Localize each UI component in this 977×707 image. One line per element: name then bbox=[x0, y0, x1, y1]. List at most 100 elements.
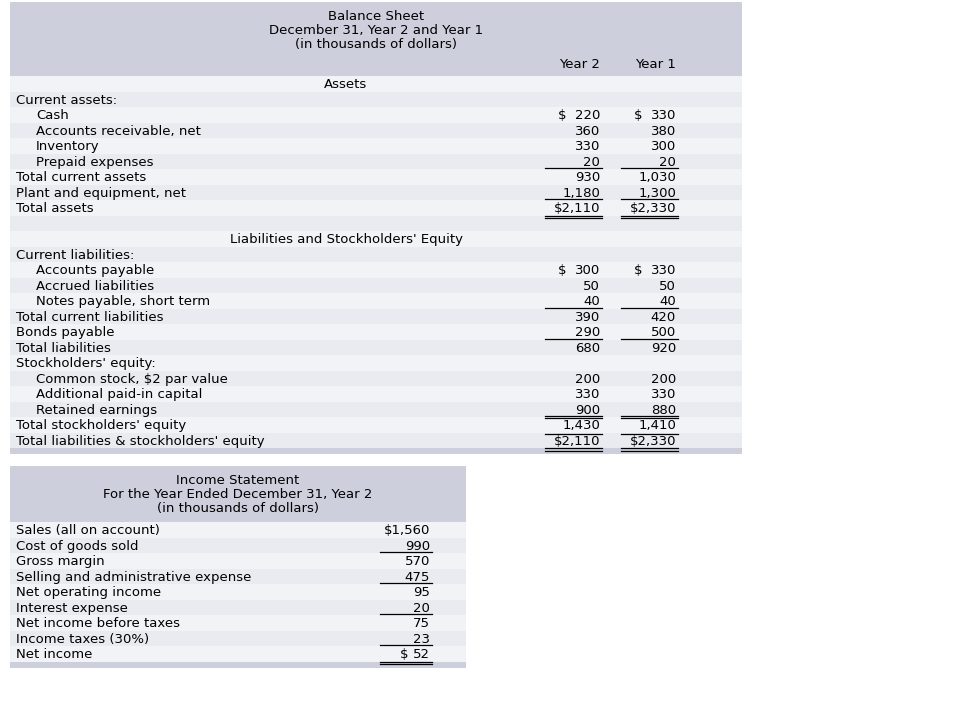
Text: 50: 50 bbox=[582, 280, 599, 293]
Text: Interest expense: Interest expense bbox=[16, 602, 128, 615]
Text: Common stock, $2 par value: Common stock, $2 par value bbox=[36, 373, 228, 386]
Bar bbox=[10, 122, 742, 138]
Bar bbox=[10, 448, 742, 454]
Text: 390: 390 bbox=[574, 311, 599, 324]
Text: 990: 990 bbox=[404, 539, 430, 553]
Text: 40: 40 bbox=[658, 296, 675, 308]
Text: $: $ bbox=[633, 264, 642, 277]
Bar bbox=[10, 107, 742, 122]
Text: $2,330: $2,330 bbox=[629, 202, 675, 215]
Text: $: $ bbox=[633, 110, 642, 122]
Text: Year 2: Year 2 bbox=[559, 58, 599, 71]
Text: 40: 40 bbox=[582, 296, 599, 308]
Text: 330: 330 bbox=[574, 140, 599, 153]
Text: 930: 930 bbox=[574, 171, 599, 185]
Bar bbox=[10, 324, 742, 339]
Text: $2,110: $2,110 bbox=[553, 435, 599, 448]
Text: 75: 75 bbox=[412, 617, 430, 630]
Text: $2,110: $2,110 bbox=[553, 202, 599, 215]
Text: $: $ bbox=[558, 264, 566, 277]
Text: 380: 380 bbox=[650, 124, 675, 138]
Text: Liabilities and Stockholders' Equity: Liabilities and Stockholders' Equity bbox=[230, 233, 462, 246]
Text: 500: 500 bbox=[650, 326, 675, 339]
Text: Cost of goods sold: Cost of goods sold bbox=[16, 539, 139, 553]
Text: 1,410: 1,410 bbox=[637, 419, 675, 432]
Bar bbox=[10, 402, 742, 417]
Text: 300: 300 bbox=[574, 264, 599, 277]
Text: Total liabilities: Total liabilities bbox=[16, 341, 110, 355]
Text: 20: 20 bbox=[658, 156, 675, 169]
Text: (in thousands of dollars): (in thousands of dollars) bbox=[157, 502, 319, 515]
Text: 475: 475 bbox=[404, 571, 430, 584]
Bar bbox=[10, 417, 742, 433]
Bar bbox=[10, 553, 465, 568]
Bar bbox=[10, 584, 465, 600]
Bar bbox=[10, 631, 465, 646]
Text: Total current liabilities: Total current liabilities bbox=[16, 311, 163, 324]
Text: (in thousands of dollars): (in thousands of dollars) bbox=[295, 38, 456, 51]
Bar bbox=[10, 522, 465, 537]
Bar bbox=[10, 466, 465, 522]
Bar bbox=[10, 662, 465, 667]
Text: Net income before taxes: Net income before taxes bbox=[16, 617, 180, 630]
Text: Sales (all on account): Sales (all on account) bbox=[16, 525, 159, 537]
Text: 330: 330 bbox=[650, 110, 675, 122]
Bar bbox=[10, 231, 742, 247]
Text: Total liabilities & stockholders' equity: Total liabilities & stockholders' equity bbox=[16, 435, 265, 448]
Bar bbox=[10, 200, 742, 216]
Text: 52: 52 bbox=[412, 648, 430, 661]
Bar bbox=[10, 308, 742, 324]
Text: 1,180: 1,180 bbox=[562, 187, 599, 200]
Text: 1,430: 1,430 bbox=[562, 419, 599, 432]
Text: 95: 95 bbox=[412, 586, 430, 600]
Text: 680: 680 bbox=[574, 341, 599, 355]
Text: Prepaid expenses: Prepaid expenses bbox=[36, 156, 153, 169]
Text: Total assets: Total assets bbox=[16, 202, 94, 215]
Bar bbox=[10, 169, 742, 185]
Bar bbox=[10, 247, 742, 262]
Text: Inventory: Inventory bbox=[36, 140, 100, 153]
Text: 880: 880 bbox=[651, 404, 675, 416]
Text: Accounts payable: Accounts payable bbox=[36, 264, 154, 277]
Bar bbox=[10, 646, 465, 662]
Bar bbox=[10, 2, 742, 76]
Text: For the Year Ended December 31, Year 2: For the Year Ended December 31, Year 2 bbox=[104, 488, 372, 501]
Text: $1,560: $1,560 bbox=[383, 525, 430, 537]
Text: Total stockholders' equity: Total stockholders' equity bbox=[16, 419, 186, 432]
Bar bbox=[10, 339, 742, 355]
Text: Accounts receivable, net: Accounts receivable, net bbox=[36, 124, 200, 138]
Text: Notes payable, short term: Notes payable, short term bbox=[36, 296, 210, 308]
Text: 360: 360 bbox=[574, 124, 599, 138]
Text: 420: 420 bbox=[650, 311, 675, 324]
Text: 330: 330 bbox=[650, 388, 675, 402]
Text: December 31, Year 2 and Year 1: December 31, Year 2 and Year 1 bbox=[269, 24, 483, 37]
Text: 1,030: 1,030 bbox=[637, 171, 675, 185]
Bar bbox=[10, 216, 742, 231]
Bar bbox=[10, 138, 742, 153]
Bar bbox=[10, 386, 742, 402]
Text: 900: 900 bbox=[574, 404, 599, 416]
Text: 300: 300 bbox=[650, 140, 675, 153]
Bar bbox=[10, 185, 742, 200]
Text: Assets: Assets bbox=[324, 78, 367, 91]
Text: 290: 290 bbox=[574, 326, 599, 339]
Text: Selling and administrative expense: Selling and administrative expense bbox=[16, 571, 251, 584]
Text: Accrued liabilities: Accrued liabilities bbox=[36, 280, 154, 293]
Text: 23: 23 bbox=[412, 633, 430, 645]
Bar bbox=[10, 91, 742, 107]
Bar bbox=[10, 262, 742, 278]
Text: 200: 200 bbox=[650, 373, 675, 386]
Text: 20: 20 bbox=[582, 156, 599, 169]
Text: 20: 20 bbox=[412, 602, 430, 615]
Bar bbox=[10, 615, 465, 631]
Text: Bonds payable: Bonds payable bbox=[16, 326, 114, 339]
Bar bbox=[10, 600, 465, 615]
Text: Income Statement: Income Statement bbox=[176, 474, 299, 487]
Text: 570: 570 bbox=[404, 555, 430, 568]
Bar bbox=[10, 293, 742, 308]
Text: Income taxes (30%): Income taxes (30%) bbox=[16, 633, 149, 645]
Text: Net income: Net income bbox=[16, 648, 92, 661]
Text: Plant and equipment, net: Plant and equipment, net bbox=[16, 187, 186, 200]
Text: Net operating income: Net operating income bbox=[16, 586, 161, 600]
Text: $: $ bbox=[400, 648, 408, 661]
